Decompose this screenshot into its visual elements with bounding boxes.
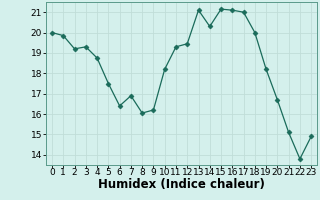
X-axis label: Humidex (Indice chaleur): Humidex (Indice chaleur)	[98, 178, 265, 191]
